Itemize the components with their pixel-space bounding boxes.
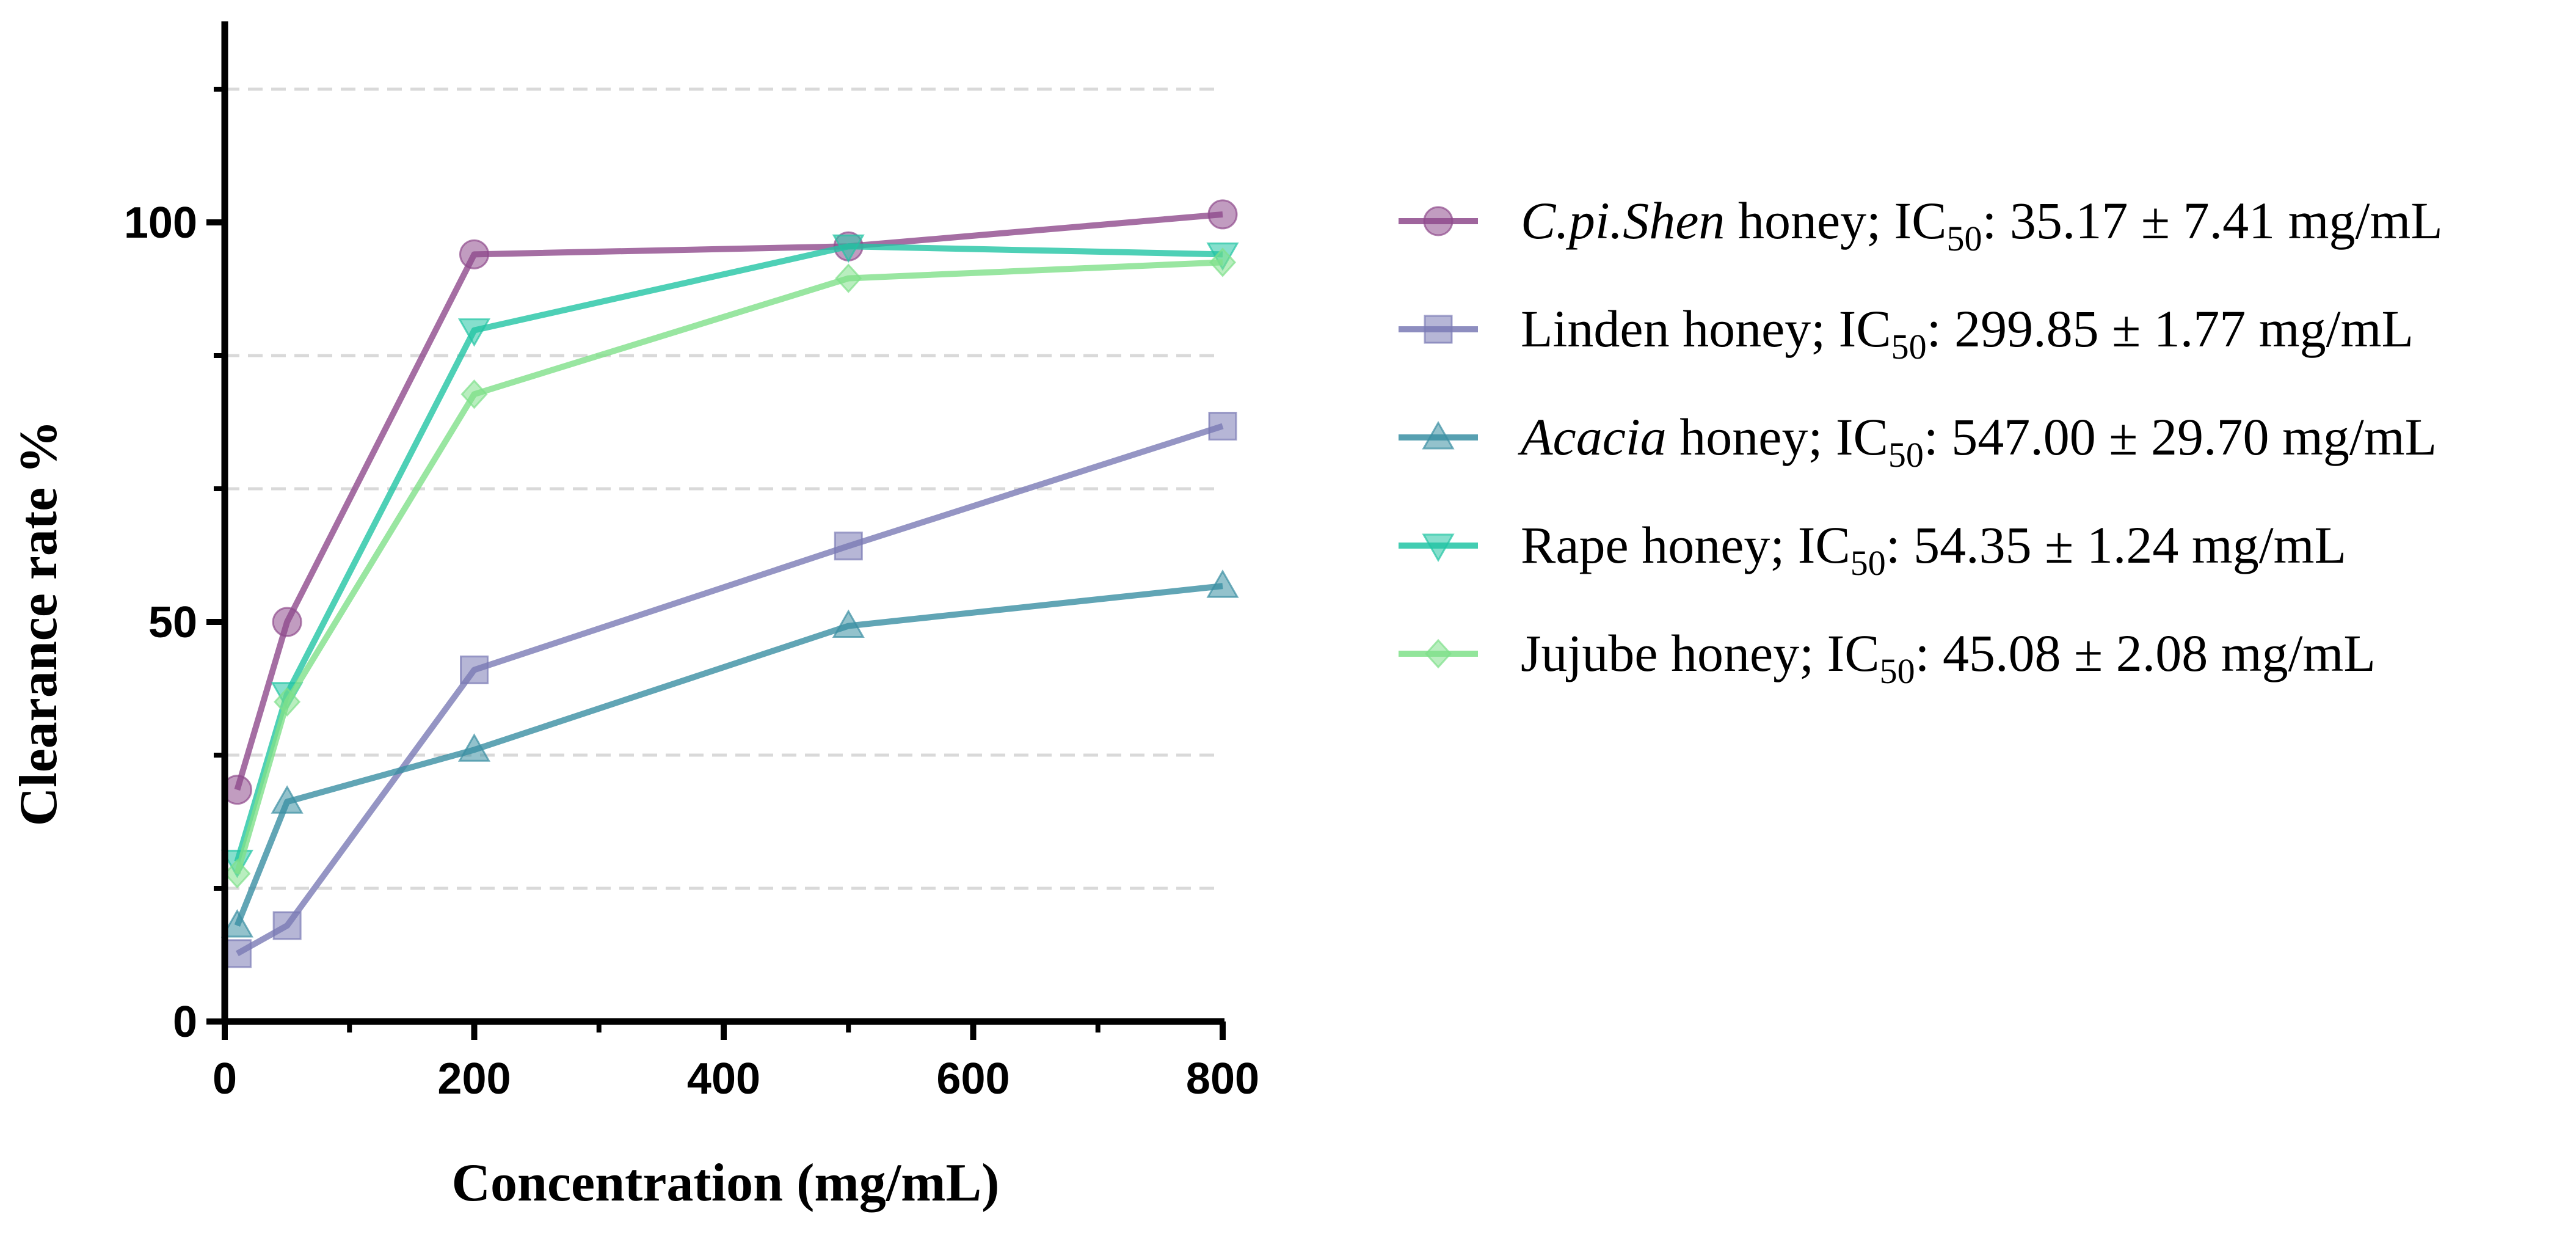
legend-item: Rape honey; IC50: 54.35 ± 1.24 mg/mL [1399, 516, 2346, 583]
data-point [832, 234, 865, 263]
y-tick-label: 50 [148, 598, 197, 647]
x-axis-title: Concentration (mg/mL) [452, 1153, 1000, 1213]
y-axis-title: Clearance rate % [9, 420, 68, 827]
data-point [835, 263, 862, 293]
legend-item: C.pi.Shen honey; IC50: 35.17 ± 7.41 mg/m… [1399, 191, 2443, 258]
x-tick-label: 800 [1186, 1054, 1259, 1103]
series-2 [222, 412, 1237, 968]
legend-label: Jujube honey; IC50: 45.08 ± 2.08 mg/mL [1521, 624, 2376, 691]
series-3 [220, 569, 1239, 938]
data-point [222, 939, 252, 968]
legend-label: Acacia honey; IC50: 547.00 ± 29.70 mg/mL [1518, 408, 2437, 475]
legend-label: C.pi.Shen honey; IC50: 35.17 ± 7.41 mg/m… [1521, 191, 2443, 258]
x-tick-label: 600 [936, 1054, 1010, 1103]
grid-lines [225, 87, 1223, 890]
data-point [274, 687, 301, 717]
axes: 0 50 100 0 200 400 600 800 [124, 21, 1259, 1103]
series-5 [224, 247, 1237, 889]
x-tick-label: 400 [687, 1054, 760, 1103]
data-point [832, 609, 865, 638]
plot-area [220, 199, 1239, 968]
data-point [459, 239, 489, 269]
data-point [457, 318, 491, 347]
legend-marker [1424, 315, 1453, 344]
series-1 [222, 199, 1238, 805]
x-tick-label: 0 [213, 1054, 237, 1103]
data-point [272, 607, 302, 637]
data-point [1208, 412, 1237, 441]
legend-item: Jujube honey; IC50: 45.08 ± 2.08 mg/mL [1399, 624, 2376, 691]
data-point [1209, 247, 1237, 277]
legend-item: Acacia honey; IC50: 547.00 ± 29.70 mg/mL [1399, 408, 2437, 475]
y-tick-label: 0 [173, 998, 197, 1047]
legend-item: Linden honey; IC50: 299.85 ± 1.77 mg/mL [1399, 299, 2414, 367]
legend-label: Linden honey; IC50: 299.85 ± 1.77 mg/mL [1521, 299, 2414, 367]
data-point [271, 785, 304, 814]
data-point [460, 379, 488, 409]
data-point [224, 858, 251, 889]
series-line [234, 259, 1223, 875]
legend-label: Rape honey; IC50: 54.35 ± 1.24 mg/mL [1521, 516, 2346, 583]
data-point [457, 733, 491, 762]
legend-marker [1424, 638, 1452, 669]
legend-marker [1422, 420, 1455, 450]
legend-marker [1422, 533, 1455, 563]
legend-marker [1423, 206, 1454, 236]
series-line [234, 243, 1223, 863]
data-point [220, 909, 254, 938]
data-point [834, 532, 863, 561]
legend: C.pi.Shen honey; IC50: 35.17 ± 7.41 mg/m… [1399, 191, 2443, 691]
data-point [272, 911, 302, 940]
x-tick-label: 200 [437, 1054, 511, 1103]
data-point [1206, 569, 1239, 598]
data-point [460, 655, 489, 684]
data-point [1207, 199, 1238, 230]
y-tick-label: 100 [124, 199, 197, 247]
